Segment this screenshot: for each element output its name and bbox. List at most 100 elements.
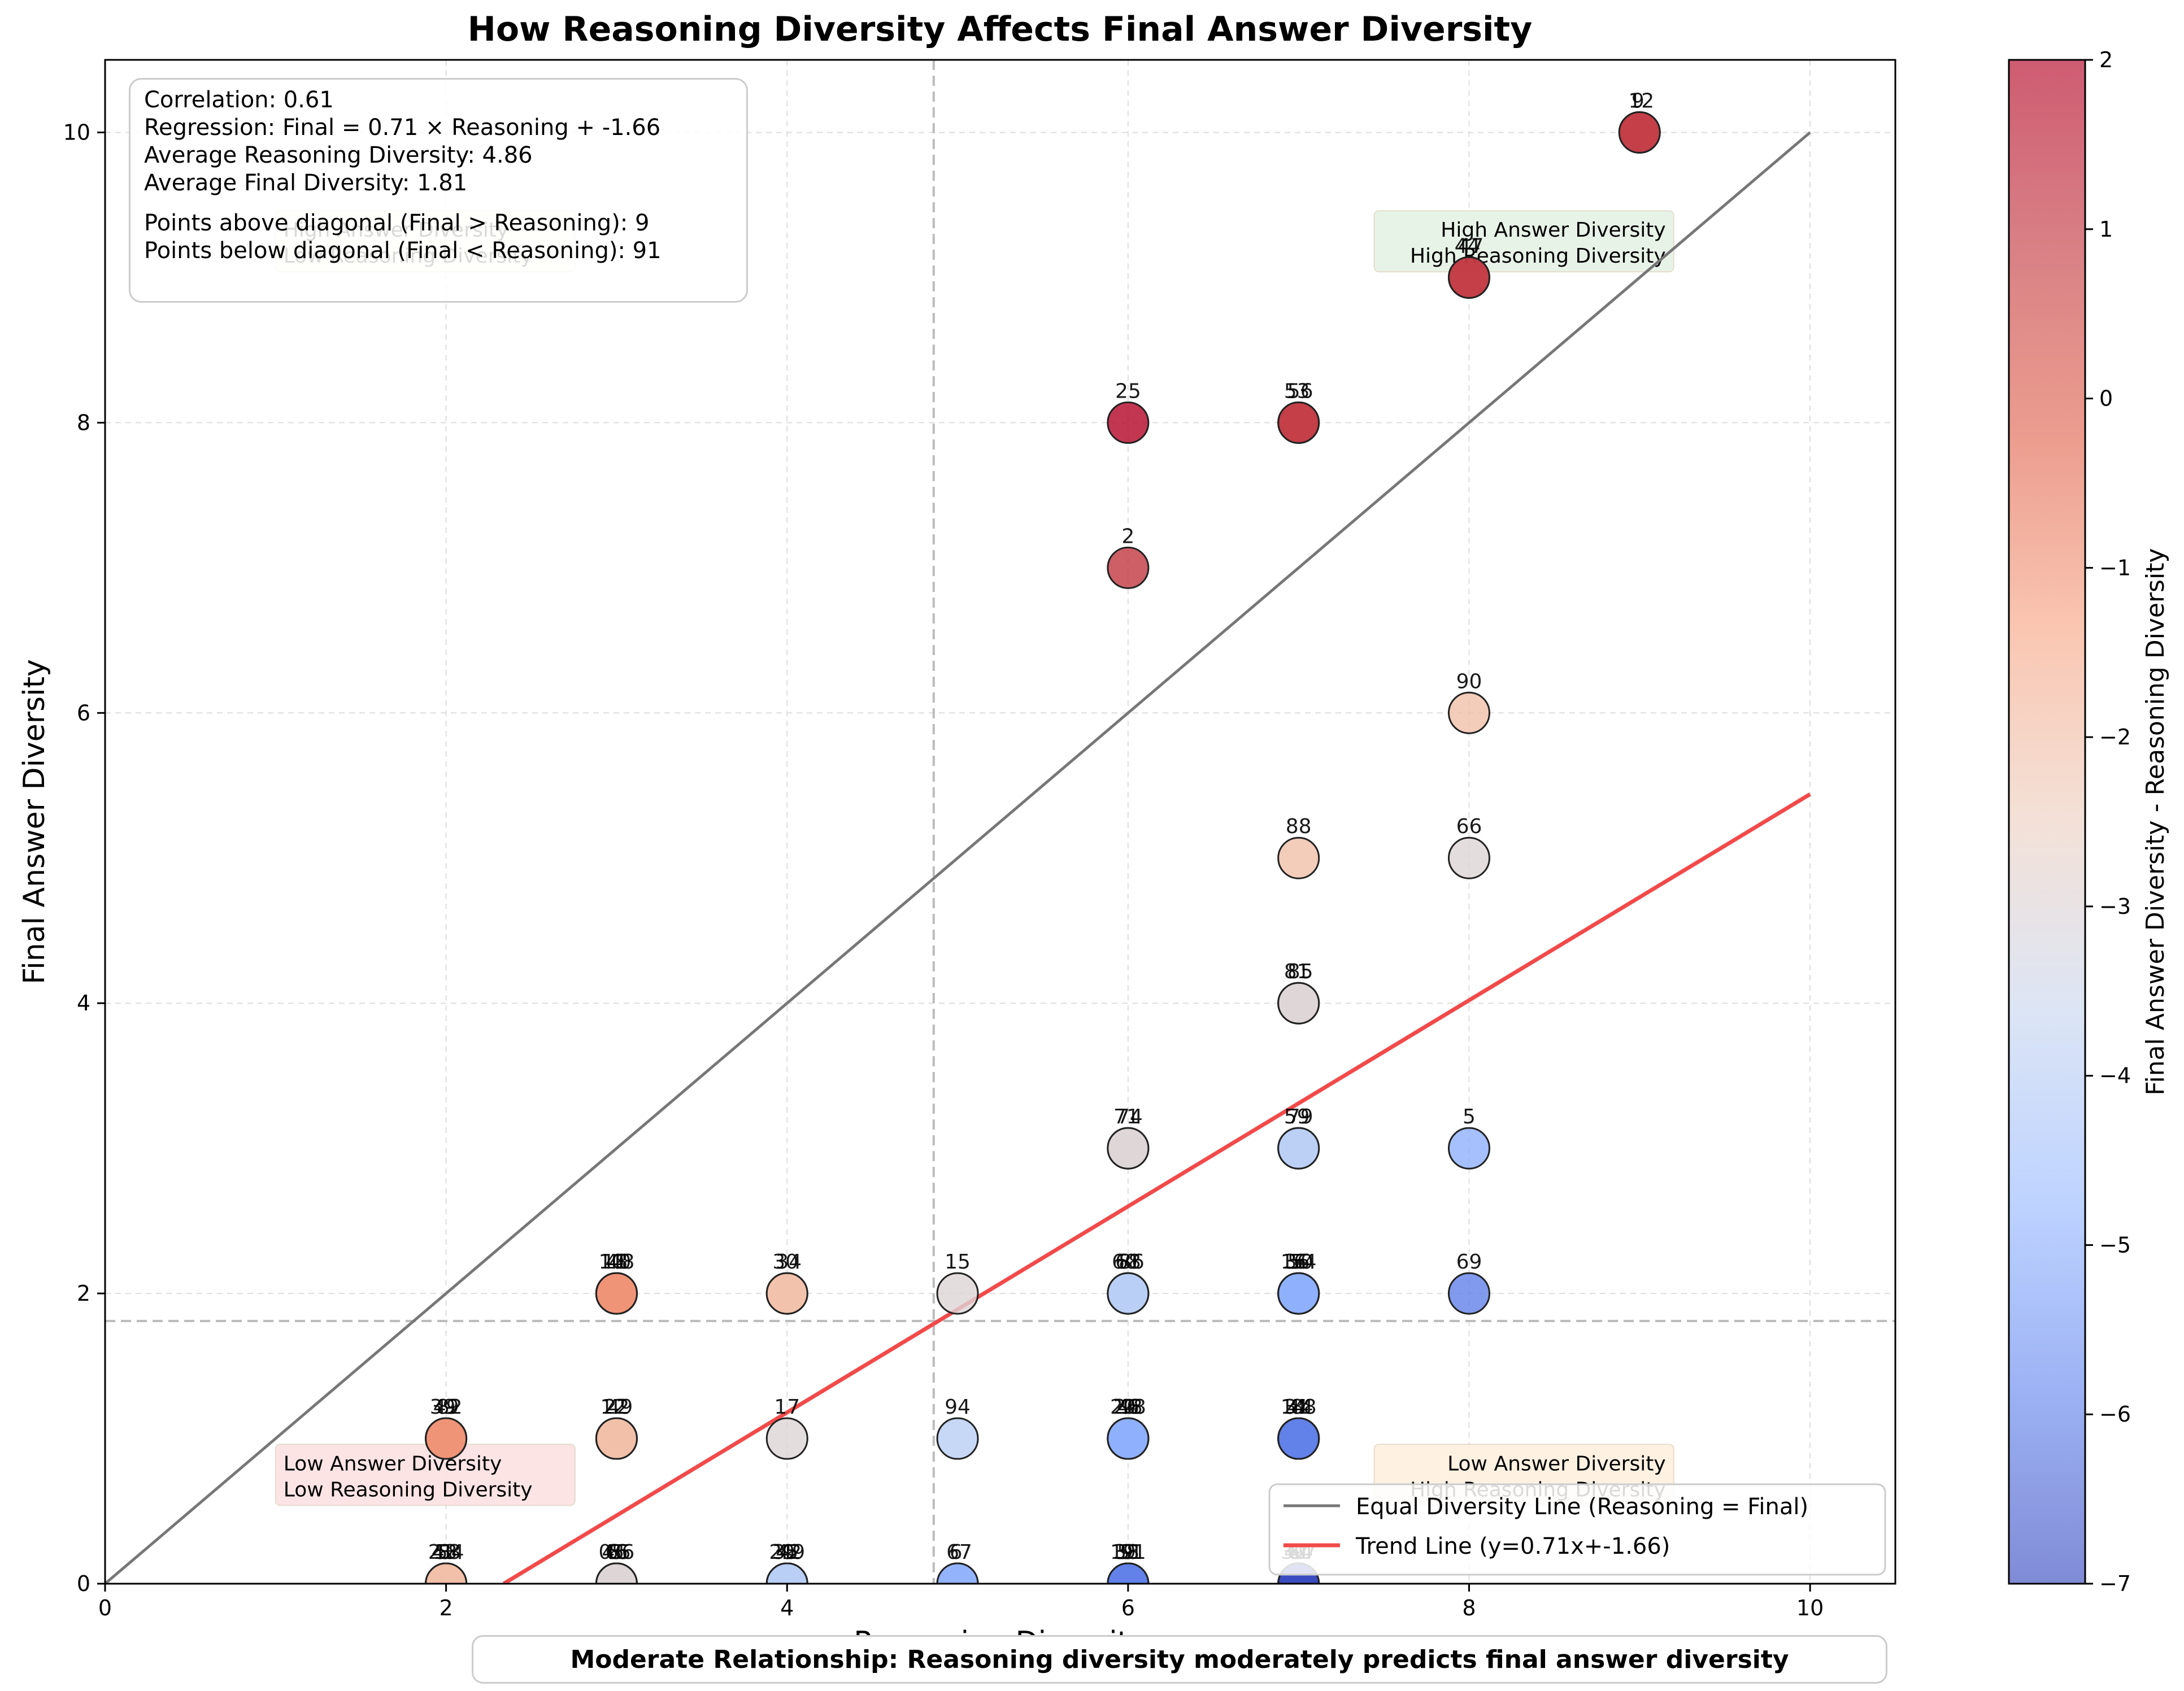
data-point-label: 65 bbox=[606, 1541, 632, 1564]
data-point bbox=[1277, 1417, 1320, 1460]
plot-frame bbox=[104, 59, 1896, 1585]
data-point-label: 43 bbox=[432, 1541, 458, 1564]
data-point-label: 54 bbox=[1291, 1250, 1317, 1274]
data-point-label: 51 bbox=[1117, 1541, 1143, 1564]
data-point-label: 71 bbox=[1113, 1105, 1139, 1128]
colorbar-tick-label: −2 bbox=[2099, 725, 2131, 749]
data-point-label: 85 bbox=[1287, 960, 1313, 983]
data-point-label: 48 bbox=[609, 1250, 635, 1274]
data-point-label: 31 bbox=[1284, 1396, 1310, 1419]
colorbar-tick-label: −5 bbox=[2099, 1232, 2131, 1257]
x-tick-label: 6 bbox=[1121, 1596, 1135, 1620]
data-point-marker bbox=[1107, 546, 1150, 589]
colorbar: 2 1 0 −1 −2 −3 −4 −5 −6 −7 Final Answer Diversity… bbox=[2008, 47, 2170, 1596]
data-point-label: 42 bbox=[776, 1541, 802, 1564]
data-point-label: 18 bbox=[602, 1250, 628, 1274]
data-point bbox=[425, 1562, 468, 1584]
footer-note: Moderate Relationship: Reasoning diversi… bbox=[472, 1635, 1887, 1684]
data-point bbox=[1618, 111, 1661, 154]
data-point-label: 81 bbox=[1284, 960, 1310, 983]
y-tick-label: 10 bbox=[63, 120, 90, 145]
data-point bbox=[425, 1417, 468, 1460]
quadrant-label-line: Low Answer Diversity bbox=[1447, 1452, 1666, 1475]
stat-correlation: Correlation: 0.61 bbox=[144, 87, 334, 113]
x-tick-label: 0 bbox=[98, 1596, 112, 1620]
data-point-label-group: 17 bbox=[774, 1396, 800, 1419]
data-point bbox=[1447, 1272, 1490, 1315]
quadrant-label-bottom-left: Low Answer Diversity Low Reasoning Divers… bbox=[275, 1444, 576, 1506]
quadrant-label-box bbox=[1373, 210, 1674, 273]
data-point-label: 16 bbox=[1281, 1250, 1307, 1274]
data-point-marker bbox=[425, 1562, 468, 1584]
data-point-label: 5 bbox=[1463, 1105, 1476, 1128]
data-point-label: 25 bbox=[1115, 380, 1141, 403]
data-point-label: 26 bbox=[1113, 1396, 1139, 1419]
data-point-marker bbox=[1618, 111, 1661, 154]
quadrant-label-line: Low Reasoning Diversity bbox=[284, 1478, 533, 1501]
data-point-label: 19 bbox=[1110, 1541, 1136, 1564]
data-point bbox=[936, 1417, 979, 1460]
y-tick-label: 2 bbox=[77, 1281, 90, 1306]
data-point bbox=[1107, 1127, 1150, 1170]
data-point bbox=[1277, 401, 1320, 444]
data-point-marker bbox=[1277, 982, 1320, 1025]
y-axis-label: Final Answer Diversity bbox=[18, 659, 51, 984]
x-tick-label: 10 bbox=[1796, 1596, 1824, 1620]
data-point-label: 21 bbox=[428, 1541, 454, 1564]
data-point-marker bbox=[1107, 401, 1150, 444]
data-point-label: 94 bbox=[945, 1396, 971, 1419]
data-point-label: 50 bbox=[1287, 1250, 1313, 1274]
x-tick-label: 2 bbox=[440, 1596, 453, 1620]
data-point-label-group: 15 bbox=[945, 1250, 971, 1274]
data-point bbox=[1277, 1272, 1320, 1315]
data-point-label: 86 bbox=[1119, 1250, 1145, 1274]
data-point bbox=[765, 1562, 808, 1584]
data-point-label-group: 88 bbox=[1286, 815, 1312, 838]
data-point bbox=[1447, 836, 1490, 879]
data-point-marker bbox=[936, 1272, 979, 1315]
data-points bbox=[425, 111, 1661, 1584]
data-point-label: 74 bbox=[1117, 1105, 1143, 1128]
data-point bbox=[765, 1272, 808, 1315]
data-point-label: 12 bbox=[1628, 89, 1654, 112]
legend-label-equal-line: Equal Diversity Line (Reasoning = Final) bbox=[1356, 1494, 1808, 1520]
colorbar-tick-label: 0 bbox=[2099, 386, 2113, 411]
data-point-label: 34 bbox=[776, 1250, 802, 1274]
colorbar-tick-label: −6 bbox=[2099, 1402, 2131, 1427]
data-point-label: 12 bbox=[601, 1396, 627, 1419]
data-point-label: 44 bbox=[1287, 1396, 1313, 1419]
data-point-label: 22 bbox=[604, 1396, 630, 1419]
legend-frame bbox=[1268, 1483, 1886, 1576]
colorbar-gradient bbox=[2008, 59, 2086, 1585]
colorbar-tick-label: 1 bbox=[2099, 217, 2113, 242]
data-point-label-group: 69 bbox=[1456, 1250, 1482, 1274]
data-point bbox=[936, 1562, 979, 1584]
data-point-label: 20 bbox=[1110, 1396, 1136, 1419]
data-point-label: 40 bbox=[606, 1250, 632, 1274]
data-point-marker bbox=[1107, 1417, 1150, 1460]
stats-box: Correlation: 0.61 Regression: Final = 0.… bbox=[129, 78, 748, 303]
quadrant-label-top-right: High Answer Diversity High Reasoning Dive… bbox=[1373, 210, 1674, 273]
data-point-label: 82 bbox=[437, 1396, 463, 1419]
data-point bbox=[1107, 1272, 1150, 1315]
data-point-label: 67 bbox=[946, 1541, 972, 1564]
data-point-label: 53 bbox=[1284, 380, 1310, 403]
data-point-label: 30 bbox=[772, 1250, 798, 1274]
data-point-marker bbox=[1277, 1272, 1320, 1315]
data-point-marker bbox=[1447, 256, 1490, 299]
data-point-marker bbox=[1447, 1272, 1490, 1315]
data-point bbox=[765, 1417, 808, 1460]
data-point-marker bbox=[1277, 401, 1320, 444]
data-point-marker bbox=[765, 1417, 808, 1460]
data-point-label: 47 bbox=[1458, 234, 1484, 258]
